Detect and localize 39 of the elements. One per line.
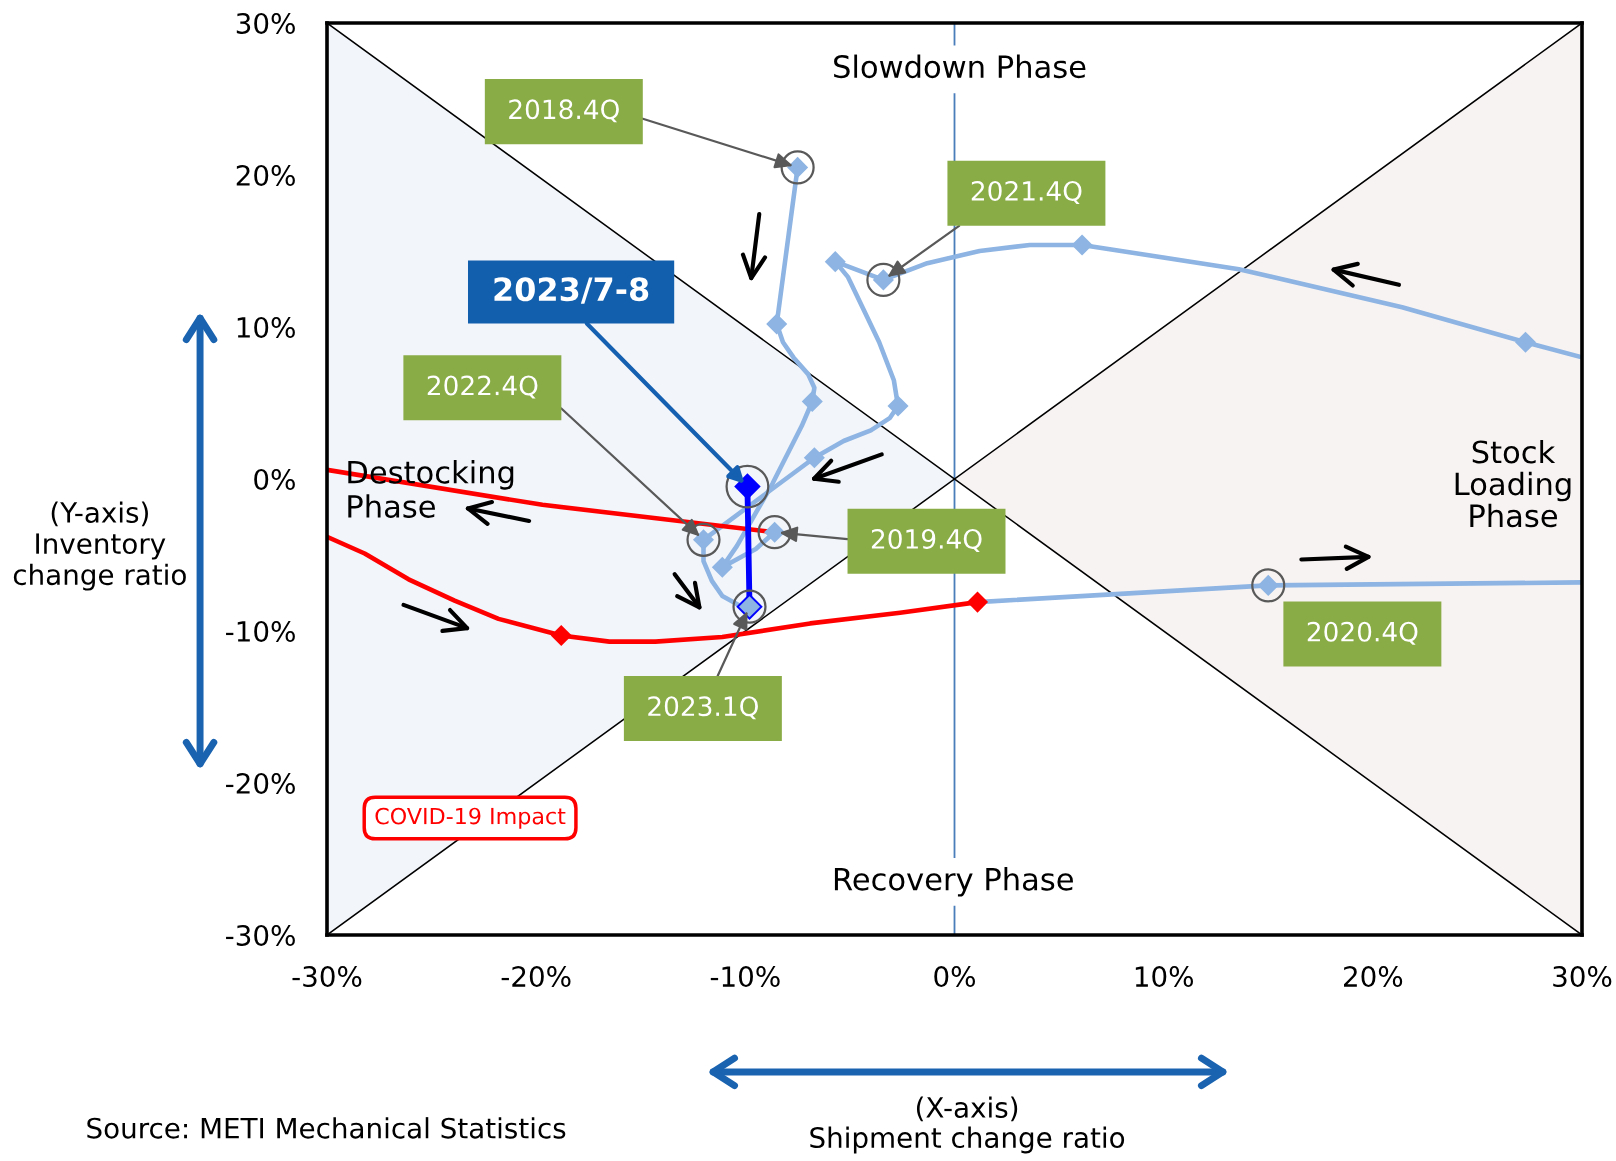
annotation: 2020.4Q [1307, 621, 1418, 645]
point [550, 625, 572, 647]
annotation: 2023/7-8 [494, 277, 649, 304]
annotation: 2023.1Q [648, 696, 758, 720]
source-note: Source: METI Mechanical Statistics [87, 1117, 566, 1139]
x-tick-label: 0% [934, 966, 975, 988]
x-tick-label: 20% [1344, 966, 1403, 988]
point [887, 395, 909, 417]
x-tick-label: -20% [501, 966, 571, 988]
annotation: 2018.4Q [509, 99, 619, 123]
annotation: 2019.4Q [871, 528, 982, 552]
x-tick-label: -30% [292, 966, 362, 988]
y-tick-label: 0% [254, 468, 295, 490]
annotation: Destocking Phase [348, 460, 514, 518]
point [803, 447, 825, 469]
y-tick-label: 10% [237, 316, 295, 338]
y-tick-label: 30% [236, 12, 295, 34]
point [711, 556, 733, 578]
y-tick-label: -20% [226, 772, 295, 794]
y-tick-label: -10% [226, 620, 295, 642]
y-tick-label: -30% [226, 924, 295, 946]
point [824, 251, 846, 273]
annotation: Stock Loading Phase [1455, 439, 1571, 528]
annotation: Slowdown Phase [834, 54, 1086, 79]
x-tick-label: 30% [1553, 966, 1612, 988]
annotation: COVID-19 Impact [375, 807, 566, 829]
x-tick-label: 10% [1135, 966, 1193, 988]
point [801, 390, 823, 413]
annotation: 2022.4Q [427, 375, 538, 399]
x-tick-label: -10% [710, 966, 780, 988]
y-tick-label: 20% [236, 164, 295, 186]
point [1515, 331, 1537, 353]
point [1071, 234, 1093, 256]
point [766, 313, 788, 335]
annotation: 2021.4Q [971, 180, 1082, 204]
y-axis-title: (Y-axis) Inventory change ratio [13, 501, 186, 591]
point [966, 591, 989, 613]
annotation: Recovery Phase [834, 867, 1073, 897]
x-axis-title: (X-axis) Shipment change ratio [810, 1096, 1125, 1154]
